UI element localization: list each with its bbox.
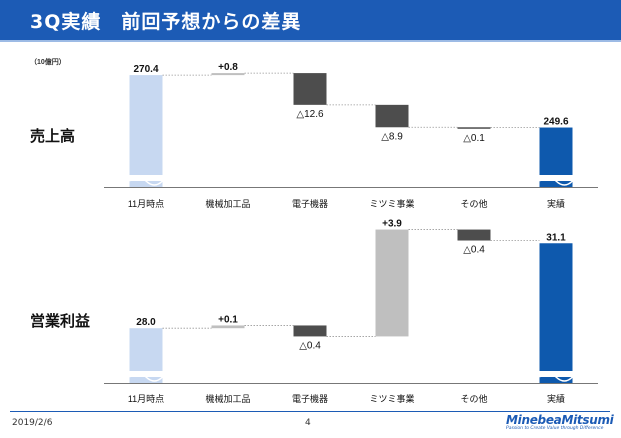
- bar-3: [293, 73, 327, 105]
- axis-break-icon: [538, 176, 574, 186]
- bar-4: [375, 229, 409, 337]
- footer-date: 2019/2/6: [12, 418, 53, 428]
- data-label-4: △8.9: [381, 131, 403, 142]
- bar-2: [211, 325, 245, 329]
- bar-4: [375, 104, 409, 128]
- bar-5: [457, 127, 491, 129]
- data-label-5: △0.4: [463, 245, 485, 256]
- title-bar: 3Q実績 前回予想からの差異: [0, 0, 621, 40]
- category-label-6: 実績: [547, 198, 565, 209]
- data-label-1: 270.4: [133, 64, 158, 75]
- data-label-4: +3.9: [382, 219, 402, 230]
- category-label-5: その他: [460, 198, 487, 209]
- bar-6: [539, 243, 573, 383]
- page-number: 4: [305, 418, 311, 428]
- bar-2: [211, 73, 245, 76]
- category-label-3: 電子機器: [292, 198, 328, 209]
- chart-title: 営業利益: [30, 312, 90, 330]
- category-label-2: 機械加工品: [205, 393, 250, 404]
- logo-tagline: Passion to Create Value through Differen…: [506, 426, 604, 431]
- data-label-2: +0.1: [218, 314, 238, 325]
- category-label-5: その他: [460, 393, 487, 404]
- axis-break-gap: [128, 175, 164, 181]
- title-rule: [0, 40, 621, 42]
- bar-5: [457, 229, 491, 241]
- data-label-2: +0.8: [218, 62, 238, 73]
- data-label-6: 31.1: [546, 232, 566, 243]
- slide-title: 3Q実績 前回予想からの差異: [30, 11, 302, 33]
- category-label-1: 11月時点: [128, 199, 164, 209]
- data-label-1: 28.0: [136, 317, 156, 328]
- axis-break-icon: [128, 372, 164, 382]
- data-label-3: △12.6: [296, 109, 324, 120]
- category-label-4: ミツミ事業: [369, 198, 414, 209]
- data-label-5: △0.1: [463, 133, 485, 144]
- unit-label: （10億円）: [30, 57, 66, 66]
- axis-break-gap: [538, 175, 574, 181]
- axis-break-icon: [128, 176, 164, 186]
- category-label-1: 11月時点: [128, 394, 164, 404]
- bar-3: [293, 325, 327, 337]
- category-label-2: 機械加工品: [205, 198, 250, 209]
- data-label-6: 249.6: [543, 117, 568, 128]
- footer-divider: [10, 411, 610, 412]
- category-label-4: ミツミ事業: [369, 393, 414, 404]
- axis-break-gap: [128, 371, 164, 377]
- chart-title: 売上高: [30, 127, 75, 145]
- waterfall-charts: （10億円） 売上高 270.4 11月時点 +0.8 機械加工品 △12.6 電子機器 △8…: [30, 57, 598, 404]
- logo-text: MinebeaMitsumi: [506, 413, 614, 427]
- axis-break-icon: [538, 372, 574, 382]
- category-label-3: 電子機器: [292, 393, 328, 404]
- category-label-6: 実績: [547, 393, 565, 404]
- bar-1: [129, 75, 163, 187]
- axis-break-gap: [538, 371, 574, 377]
- company-logo: MinebeaMitsumi Passion to Create Value t…: [506, 413, 614, 431]
- data-label-3: △0.4: [299, 340, 321, 351]
